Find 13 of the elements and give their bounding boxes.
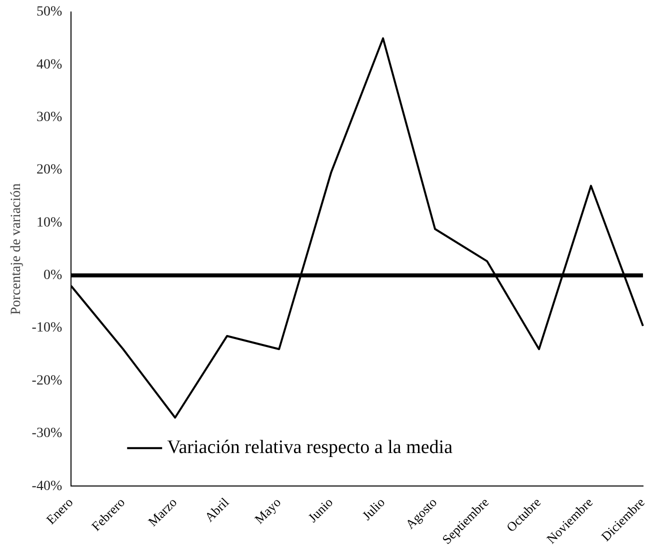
- y-tick-label: 30%: [36, 110, 62, 126]
- y-tick-label: -30%: [32, 426, 62, 442]
- y-tick-label: -20%: [32, 373, 62, 388]
- y-tick-label: 40%: [36, 57, 62, 72]
- y-tick-label: -10%: [32, 320, 62, 336]
- y-tick-label: -40%: [32, 478, 62, 494]
- x-tick-label: Julio: [359, 494, 388, 524]
- y-tick-label: 10%: [36, 215, 62, 230]
- y-tick-label: 50%: [36, 4, 62, 20]
- y-axis-title: Porcentaje de variación: [9, 183, 24, 315]
- y-tick-label: 20%: [36, 162, 62, 178]
- y-tick-label: 0%: [43, 268, 62, 284]
- legend-label: Variación relativa respecto a la media: [167, 437, 454, 458]
